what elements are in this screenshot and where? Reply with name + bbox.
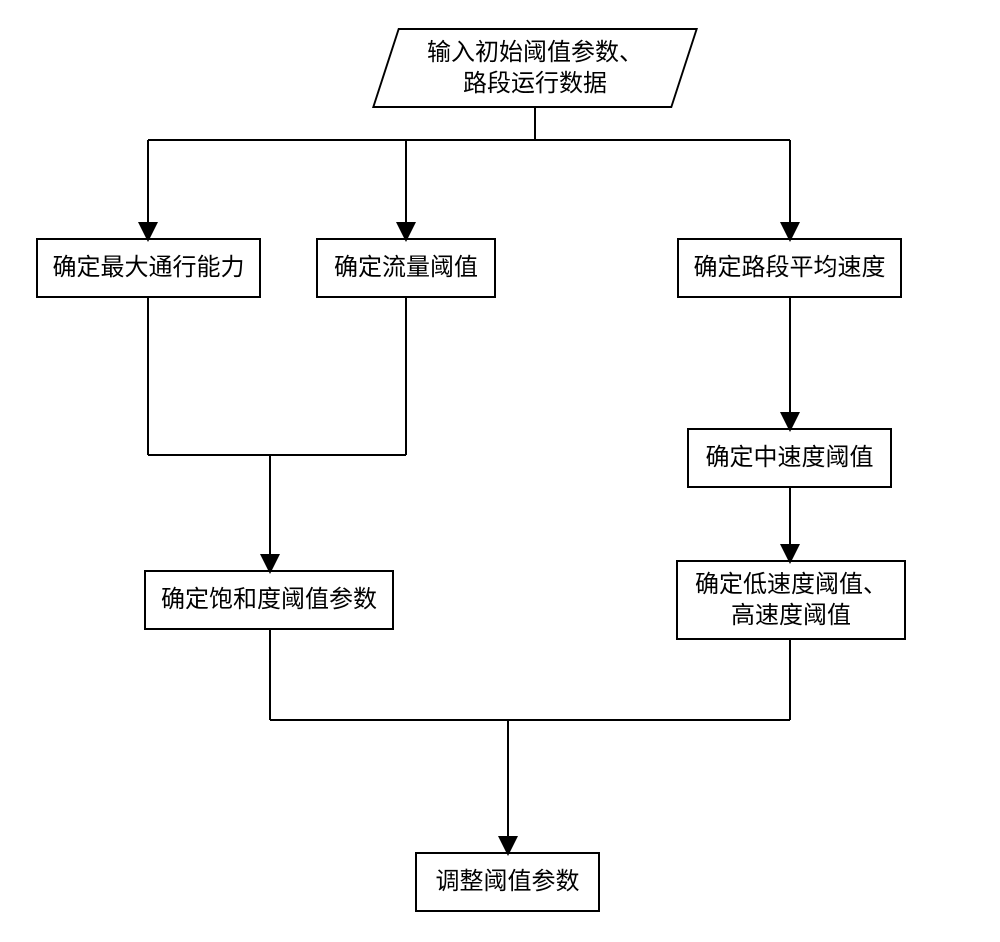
saturation-label: 确定饱和度阈值参数 [161,584,377,615]
adjust-node: 调整阈值参数 [415,852,600,912]
input-label-line2: 路段运行数据 [463,70,607,97]
avg-speed-label: 确定路段平均速度 [694,252,886,283]
max-capacity-label: 确定最大通行能力 [53,252,245,283]
max-capacity-node: 确定最大通行能力 [36,238,261,298]
low-high-speed-node: 确定低速度阈值、 高速度阈值 [676,560,906,640]
input-label-line1: 输入初始阈值参数、 [427,39,643,66]
adjust-label: 调整阈值参数 [436,866,580,897]
saturation-node: 确定饱和度阈值参数 [144,570,394,630]
input-node: 输入初始阈值参数、 路段运行数据 [372,28,698,108]
mid-speed-node: 确定中速度阈值 [687,428,892,488]
low-high-speed-label-line2: 高速度阈值 [731,602,851,629]
avg-speed-node: 确定路段平均速度 [677,238,902,298]
low-high-speed-label-line1: 确定低速度阈值、 [695,571,887,598]
flow-threshold-node: 确定流量阈值 [316,238,496,298]
flow-threshold-label: 确定流量阈值 [334,252,478,283]
mid-speed-label: 确定中速度阈值 [706,442,874,473]
